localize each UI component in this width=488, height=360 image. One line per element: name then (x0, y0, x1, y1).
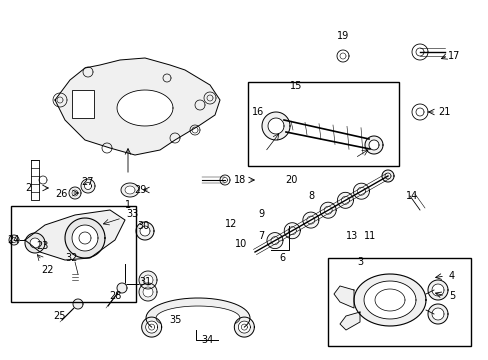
Polygon shape (427, 280, 447, 300)
Polygon shape (324, 206, 331, 214)
Text: 31: 31 (139, 277, 151, 287)
Text: 11: 11 (363, 231, 375, 241)
Text: 17: 17 (447, 51, 459, 61)
Text: 19: 19 (336, 31, 348, 41)
Text: 35: 35 (169, 315, 182, 325)
Bar (247, 82, 398, 166)
FancyBboxPatch shape (72, 90, 94, 118)
Polygon shape (431, 308, 443, 320)
Text: 10: 10 (234, 239, 246, 249)
Polygon shape (364, 136, 382, 154)
Polygon shape (381, 170, 393, 182)
Polygon shape (302, 212, 318, 228)
Polygon shape (287, 227, 296, 235)
Polygon shape (25, 210, 125, 260)
Polygon shape (266, 233, 283, 249)
Text: 18: 18 (233, 175, 245, 185)
Text: 1: 1 (124, 200, 131, 210)
Polygon shape (262, 112, 289, 140)
Text: 14: 14 (405, 191, 417, 201)
Polygon shape (30, 238, 40, 248)
Polygon shape (121, 183, 139, 197)
Polygon shape (140, 226, 150, 236)
Polygon shape (125, 186, 135, 194)
Polygon shape (139, 271, 157, 289)
Text: 12: 12 (224, 219, 237, 229)
Text: 6: 6 (278, 253, 285, 263)
Text: 23: 23 (36, 241, 48, 251)
Text: 22: 22 (41, 265, 53, 275)
Text: 2: 2 (25, 183, 31, 193)
Text: 24: 24 (7, 235, 19, 245)
Text: 7: 7 (257, 231, 264, 241)
Polygon shape (267, 118, 284, 134)
Text: 8: 8 (307, 191, 313, 201)
Text: 25: 25 (53, 311, 65, 321)
Polygon shape (81, 179, 95, 193)
Polygon shape (117, 90, 173, 126)
Polygon shape (142, 317, 162, 337)
Text: 15: 15 (289, 81, 302, 91)
Polygon shape (339, 312, 359, 330)
Bar (327, 258, 470, 346)
Polygon shape (72, 225, 98, 251)
Polygon shape (337, 192, 353, 208)
Polygon shape (72, 190, 78, 196)
Text: 4: 4 (448, 271, 454, 281)
Polygon shape (353, 274, 425, 326)
Text: 32: 32 (65, 253, 77, 263)
Polygon shape (145, 321, 157, 333)
Polygon shape (234, 317, 254, 337)
Polygon shape (146, 298, 249, 327)
Polygon shape (427, 304, 447, 324)
Text: 30: 30 (137, 221, 149, 231)
Polygon shape (9, 235, 19, 245)
Polygon shape (55, 58, 220, 155)
Polygon shape (431, 284, 443, 296)
Text: 33: 33 (125, 209, 138, 219)
Text: 26: 26 (55, 189, 67, 199)
Polygon shape (333, 286, 353, 308)
Polygon shape (139, 283, 157, 301)
Text: 9: 9 (257, 209, 264, 219)
Text: 13: 13 (345, 231, 357, 241)
Polygon shape (73, 299, 83, 309)
Polygon shape (238, 321, 250, 333)
Text: 27: 27 (81, 177, 94, 187)
Polygon shape (368, 140, 378, 150)
Polygon shape (284, 223, 300, 239)
Text: 21: 21 (437, 107, 449, 117)
Polygon shape (136, 222, 154, 240)
Polygon shape (117, 283, 127, 293)
Bar (11, 206, 136, 302)
Text: 34: 34 (201, 335, 213, 345)
Text: 29: 29 (134, 185, 146, 195)
Polygon shape (142, 287, 153, 297)
Polygon shape (25, 233, 45, 253)
Polygon shape (320, 202, 335, 218)
Text: 16: 16 (251, 107, 264, 117)
Polygon shape (270, 237, 278, 244)
Polygon shape (363, 281, 415, 319)
Polygon shape (341, 196, 349, 204)
Text: 28: 28 (109, 291, 121, 301)
Polygon shape (69, 187, 81, 199)
Text: 5: 5 (448, 291, 454, 301)
Polygon shape (353, 183, 368, 199)
Polygon shape (65, 218, 105, 258)
Text: 3: 3 (356, 257, 362, 267)
Polygon shape (84, 183, 91, 189)
Polygon shape (357, 187, 365, 195)
Polygon shape (142, 275, 153, 285)
Polygon shape (306, 216, 314, 224)
Text: 20: 20 (284, 175, 297, 185)
